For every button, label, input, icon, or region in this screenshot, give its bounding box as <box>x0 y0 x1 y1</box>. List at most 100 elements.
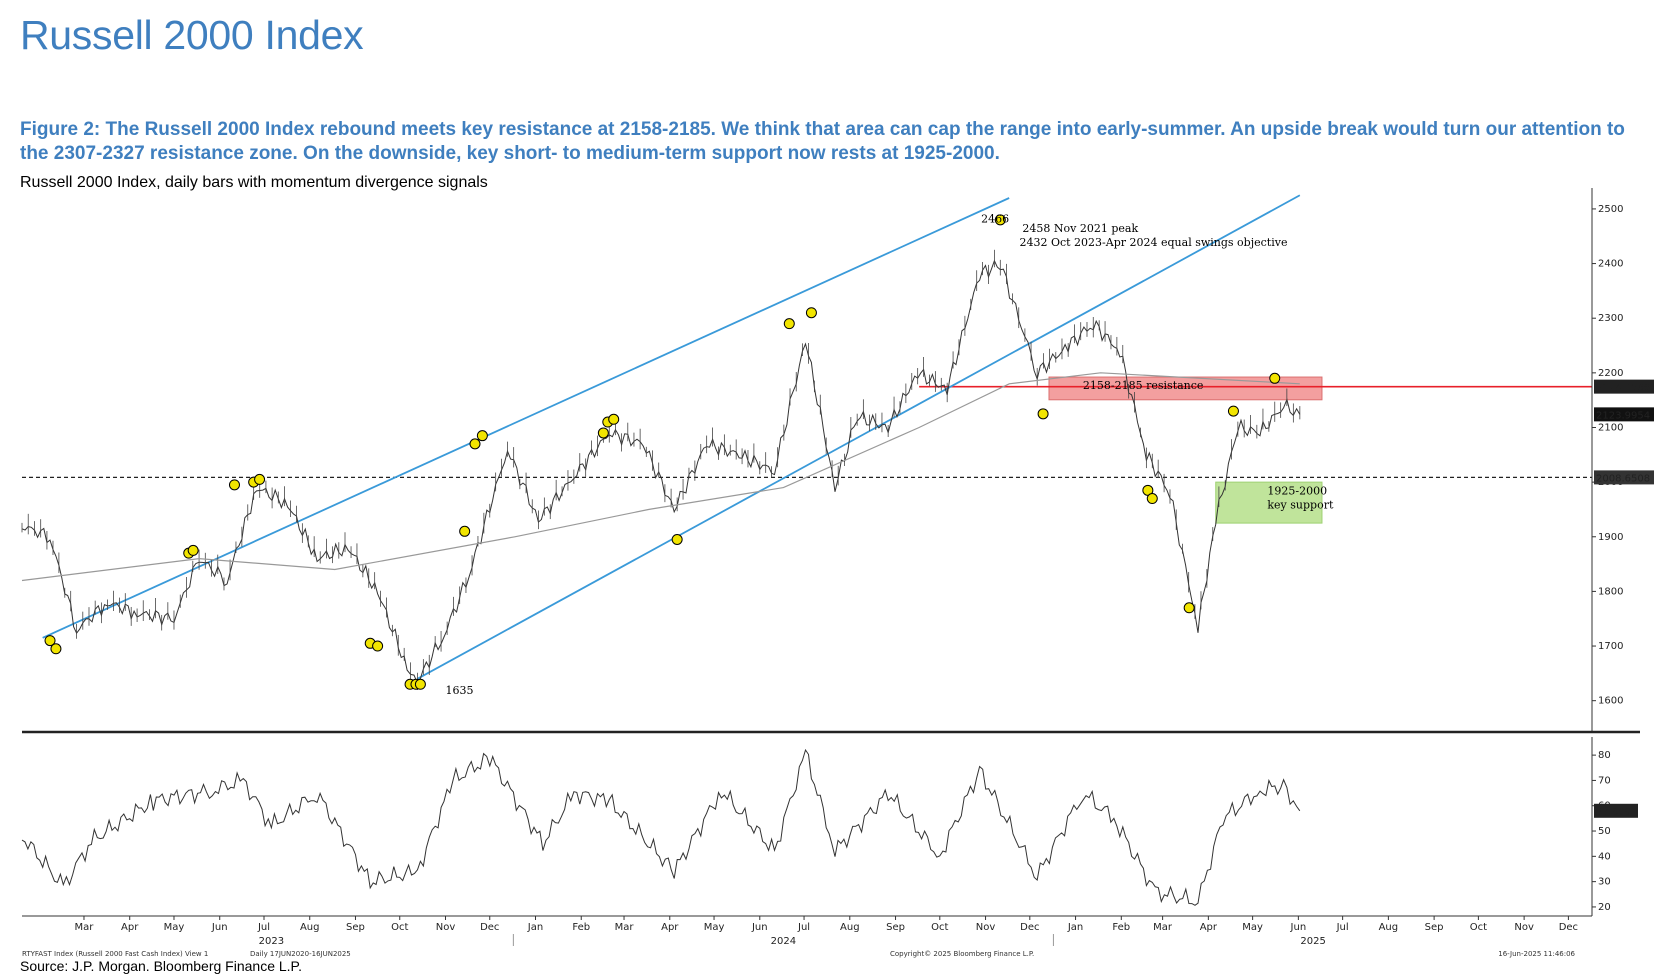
x-tick-label-month: Mar <box>1153 922 1173 933</box>
x-tick-label-month: Dec <box>1559 922 1578 933</box>
price-y-tick-label: 2500 <box>1598 204 1623 215</box>
x-tick-label-month: Apr <box>121 922 139 933</box>
divergence-signal-marker <box>805 307 817 319</box>
last-value-box <box>1594 407 1654 422</box>
x-tick-label-month: Nov <box>976 922 996 933</box>
footer-dates: Daily 17JUN2020-16JUN2025 <box>250 950 351 958</box>
x-tick-label-month: Feb <box>1112 922 1130 933</box>
nov-2021-peak-label: 2458 Nov 2021 peak <box>1022 222 1138 235</box>
last-value-label: 2174.7566 <box>1596 383 1650 394</box>
divergence-signal-marker <box>414 678 426 690</box>
x-tick-label-month: Jan <box>527 922 543 933</box>
divergence-signal-marker <box>1037 408 1049 420</box>
momentum-y-tick-label: 80 <box>1598 750 1611 761</box>
x-tick-label-month: Mar <box>75 922 95 933</box>
x-tick-label-month: Dec <box>1020 922 1039 933</box>
x-tick-label-month: May <box>1242 922 1263 933</box>
divergence-signal-marker <box>1227 405 1239 417</box>
x-tick-label-month: Jun <box>751 922 768 933</box>
price-y-tick-label: 2300 <box>1598 313 1623 324</box>
footer-copyright: Copyright© 2025 Bloomberg Finance L.P. <box>890 950 1034 958</box>
peak-2466-label: 2466 <box>981 213 1009 226</box>
x-tick-label-month: Sep <box>886 922 905 933</box>
last-value-label: 2123.9954 <box>1596 410 1650 421</box>
x-tick-label-month: Oct <box>1470 922 1487 933</box>
divergence-signal-marker <box>597 427 609 439</box>
momentum-last-value-label: 57.8091 <box>1596 807 1637 818</box>
x-tick-label-month: Jul <box>1336 922 1349 933</box>
divergence-signal-marker <box>187 544 199 556</box>
support-zone-sublabel: key support <box>1267 498 1334 511</box>
divergence-signal-marker <box>459 525 471 537</box>
x-tick-label-month: Oct <box>391 922 408 933</box>
momentum-y-tick-label: 70 <box>1598 775 1611 786</box>
divergence-signal-marker <box>671 533 683 545</box>
last-value-label: 2008.6508 <box>1596 473 1650 484</box>
support-zone-label: 1925-2000 <box>1267 485 1327 498</box>
momentum-y-tick-label: 40 <box>1598 851 1611 862</box>
x-tick-label-year: 2024 <box>771 936 796 947</box>
chart-subtitle: Russell 2000 Index, daily bars with mome… <box>20 174 488 191</box>
equal-swings-label: 2432 Oct 2023-Apr 2024 equal swings obje… <box>1019 236 1287 249</box>
x-tick-label-month: Aug <box>840 922 860 933</box>
x-tick-label-month: Mar <box>615 922 635 933</box>
x-tick-label-month: May <box>164 922 185 933</box>
x-tick-label-month: Oct <box>931 922 948 933</box>
momentum-series-line <box>21 748 1301 906</box>
zones-layer <box>1048 376 1323 524</box>
price-y-tick-label: 1800 <box>1598 586 1623 597</box>
moving-average-line <box>21 372 1300 582</box>
price-y-tick-label: 2100 <box>1598 422 1623 433</box>
x-tick-label-month: Apr <box>661 922 679 933</box>
low-1635-label: 1635 <box>445 684 473 697</box>
momentum-last-value-box <box>1594 803 1638 818</box>
page-title: Russell 2000 Index <box>20 12 364 58</box>
divergence-signal-marker <box>994 214 1006 226</box>
x-tick-label-year: 2025 <box>1300 936 1325 947</box>
price-y-tick-label: 2400 <box>1598 259 1623 270</box>
x-tick-label-month: May <box>704 922 725 933</box>
momentum-y-tick-label: 20 <box>1598 902 1611 913</box>
axes-layer: 1600170018001900200021002200230024002500… <box>22 188 1654 947</box>
divergence-signal-marker <box>1183 602 1195 614</box>
price-y-tick-label: 1700 <box>1598 641 1623 652</box>
x-tick-label-month: Jun <box>211 922 228 933</box>
momentum-y-tick-label: 50 <box>1598 826 1611 837</box>
x-tick-label-month: Jun <box>1290 922 1307 933</box>
x-tick-label-month: Jan <box>1067 922 1083 933</box>
price-y-tick-label: 1600 <box>1598 696 1623 707</box>
x-tick-label-month: Sep <box>1425 922 1444 933</box>
x-tick-label-month: Sep <box>346 922 365 933</box>
x-tick-label-month: Aug <box>300 922 320 933</box>
x-tick-label-month: Dec <box>480 922 499 933</box>
x-tick-label-year: 2023 <box>259 936 284 947</box>
divergence-signal-marker <box>469 438 481 450</box>
x-tick-label-month: Jul <box>257 922 270 933</box>
x-tick-label-month: Apr <box>1200 922 1218 933</box>
resistance-zone-label: 2158-2185 resistance <box>1083 379 1204 392</box>
footer-ticker: RTYFAST Index (Russell 2000 Fast Cash In… <box>22 950 208 958</box>
price-series-line <box>21 259 1301 685</box>
divergence-signal-marker <box>228 479 240 491</box>
figure-caption: Figure 2: The Russell 2000 Index rebound… <box>20 119 1625 164</box>
divergence-signal-marker <box>1146 493 1158 505</box>
divergence-signal-marker <box>254 473 266 485</box>
divergence-signal-marker <box>44 635 56 647</box>
footer-timestamp: 16-Jun-2025 11:46:06 <box>1498 950 1575 958</box>
last-value-box <box>1594 470 1654 485</box>
price-y-tick-label: 2200 <box>1598 368 1623 379</box>
divergence-signal-marker <box>50 643 62 655</box>
x-tick-label-month: Nov <box>1514 922 1534 933</box>
last-value-box <box>1594 379 1654 394</box>
x-tick-label-month: Aug <box>1379 922 1399 933</box>
divergence-signal-marker <box>608 413 620 425</box>
divergence-signal-marker <box>1269 372 1281 384</box>
lower-channel-line <box>417 194 1301 680</box>
grid-layer <box>22 385 1592 478</box>
divergence-signal-marker <box>783 318 795 330</box>
source-note: Source: J.P. Morgan. Bloomberg Finance L… <box>20 958 302 974</box>
x-tick-label-month: Jul <box>797 922 810 933</box>
series-layer <box>21 194 1301 906</box>
